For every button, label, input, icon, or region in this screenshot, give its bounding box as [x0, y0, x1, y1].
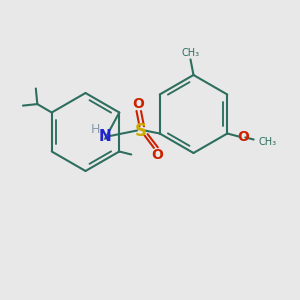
Text: CH₃: CH₃ [258, 137, 276, 147]
Text: N: N [99, 129, 111, 144]
Text: O: O [151, 148, 163, 161]
Text: O: O [237, 130, 249, 143]
Text: S: S [135, 122, 147, 140]
Text: O: O [132, 98, 144, 111]
Text: CH₃: CH₃ [182, 48, 200, 58]
Text: H: H [90, 123, 100, 136]
